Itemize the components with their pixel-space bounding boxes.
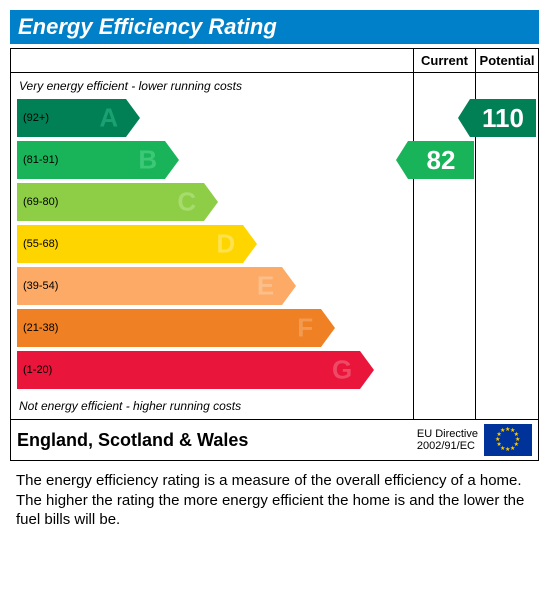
potential-pointer-value: 110 — [482, 103, 524, 134]
band-bar: (39-54) E — [17, 267, 282, 305]
band-range: (1-20) — [23, 364, 52, 376]
potential-pointer-arrow-icon — [458, 99, 470, 137]
band-a: (92+) A — [17, 99, 407, 137]
caption-top: Very energy efficient - lower running co… — [17, 77, 407, 99]
eu-star-icon: ★ — [500, 427, 505, 434]
band-arrow-icon — [165, 141, 179, 179]
current-pointer-value: 82 — [427, 145, 456, 176]
epc-rating-card: Energy Efficiency Rating Current Potenti… — [0, 0, 549, 540]
band-letter: E — [257, 271, 274, 302]
chart-frame: Current Potential Very energy efficient … — [10, 48, 539, 461]
band-bar: (92+) A — [17, 99, 126, 137]
header-potential: Potential — [476, 49, 538, 72]
band-bar: (55-68) D — [17, 225, 243, 263]
header-spacer — [11, 49, 414, 72]
band-range: (55-68) — [23, 238, 58, 250]
header-row: Current Potential — [11, 49, 538, 73]
band-f: (21-38) F — [17, 309, 407, 347]
potential-pointer: 110 — [470, 99, 536, 137]
band-e: (39-54) E — [17, 267, 407, 305]
band-c: (69-80) C — [17, 183, 407, 221]
band-letter: G — [332, 355, 352, 386]
band-letter: D — [216, 229, 235, 260]
band-bar: (21-38) F — [17, 309, 321, 347]
description-text: The energy efficiency rating is a measur… — [10, 461, 539, 530]
band-range: (39-54) — [23, 280, 58, 292]
band-arrow-icon — [321, 309, 335, 347]
band-letter: F — [297, 313, 313, 344]
band-letter: C — [177, 187, 196, 218]
band-arrow-icon — [360, 351, 374, 389]
band-d: (55-68) D — [17, 225, 407, 263]
current-pointer-arrow-icon — [396, 141, 408, 179]
eu-star-icon: ★ — [510, 445, 515, 452]
band-bar: (81-91) B — [17, 141, 165, 179]
footer-country: England, Scotland & Wales — [17, 430, 417, 451]
header-current: Current — [414, 49, 476, 72]
band-bar: (1-20) G — [17, 351, 360, 389]
directive-line1: EU Directive — [417, 428, 478, 440]
band-range: (21-38) — [23, 322, 58, 334]
band-letter: B — [138, 145, 157, 176]
band-letter: A — [99, 103, 118, 134]
band-range: (81-91) — [23, 154, 58, 166]
directive-line2: 2002/91/EC — [417, 440, 478, 452]
current-pointer: 82 — [408, 141, 474, 179]
caption-bottom: Not energy efficient - higher running co… — [17, 393, 407, 415]
title-bar: Energy Efficiency Rating — [10, 10, 539, 44]
band-arrow-icon — [243, 225, 257, 263]
band-bar: (69-80) C — [17, 183, 204, 221]
footer-directive: EU Directive 2002/91/EC — [417, 428, 478, 452]
band-arrow-icon — [126, 99, 140, 137]
band-b: (81-91) B — [17, 141, 407, 179]
band-arrow-icon — [282, 267, 296, 305]
band-range: (69-80) — [23, 196, 58, 208]
band-arrow-icon — [204, 183, 218, 221]
band-range: (92+) — [23, 112, 49, 124]
potential-column: 110 — [476, 73, 538, 419]
body-row: Very energy efficient - lower running co… — [11, 73, 538, 419]
eu-star-icon: ★ — [505, 446, 510, 453]
band-g: (1-20) G — [17, 351, 407, 389]
bands-column: Very energy efficient - lower running co… — [11, 73, 414, 419]
eu-flag-icon: ★★★★★★★★★★★★ — [484, 424, 532, 456]
footer-row: England, Scotland & Wales EU Directive 2… — [11, 419, 538, 460]
